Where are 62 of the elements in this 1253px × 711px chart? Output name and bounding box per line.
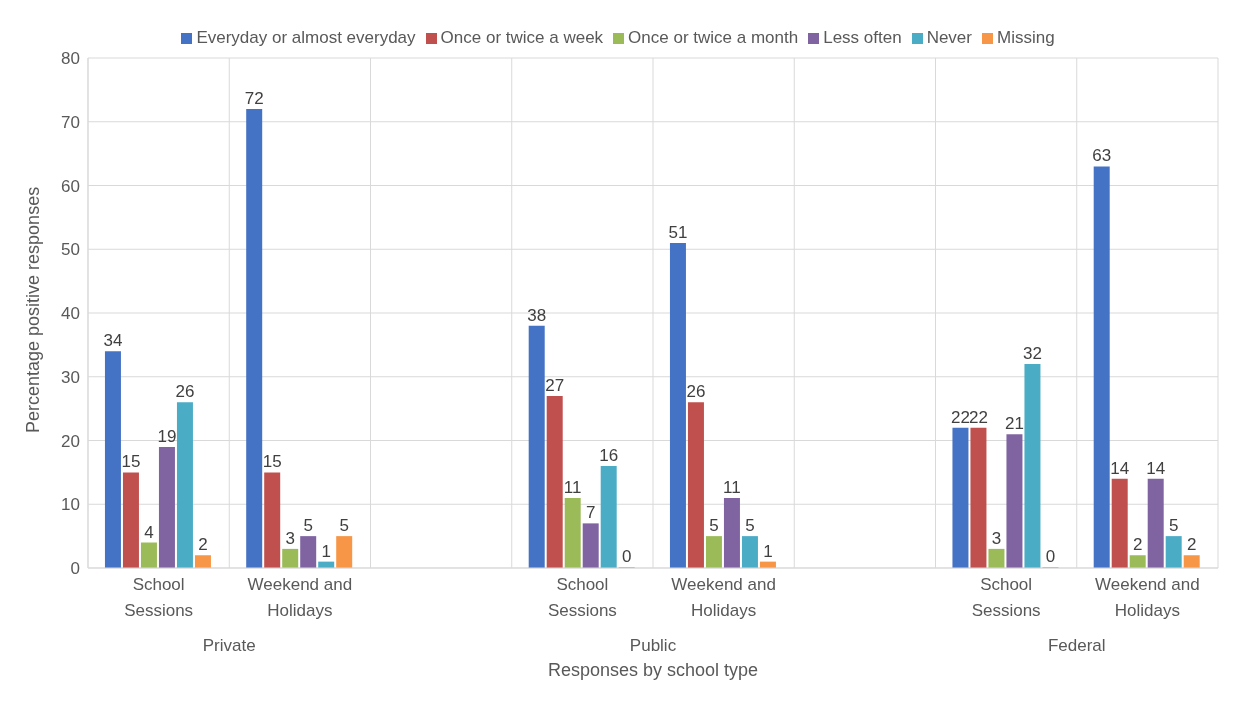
text: Private [201,636,257,656]
data-label: 1 [321,541,331,561]
x-tick-label: School Sessions [547,575,617,620]
y-tick-label: 20 [61,431,80,451]
y-tick-label: 40 [61,304,80,324]
data-label: 5 [303,516,313,536]
data-label: 2 [1132,535,1143,555]
data-label: 7 [585,503,596,523]
data-label: 2 [1186,535,1197,555]
data-label: 32 [1022,344,1042,363]
data-label: 11 [723,477,741,497]
legend-label: Missing [996,28,1055,47]
legend-label: Everyday or almost everyday [196,28,416,47]
data-label: 27 [545,375,565,395]
data-label: 5 [339,516,349,536]
data-label: 5 [1168,516,1179,536]
x-tick-label: School Sessions [124,575,194,620]
data-label: 5 [709,516,719,536]
y-tick-label: 80 [61,49,80,69]
y-tick-label: 10 [61,495,80,515]
text: Public [628,636,678,656]
y-tick-label: 50 [61,240,80,260]
data-label: 34 [103,331,123,351]
data-label: 22 [968,407,988,427]
data-label: 15 [121,452,141,472]
legend-label: Less often [823,28,902,47]
data-label: 16 [599,446,619,465]
data-label: 0 [621,547,632,566]
data-label: 51 [668,222,688,242]
y-tick-label: 70 [61,112,80,132]
data-label: 26 [686,382,706,402]
x-tick-label: School Sessions [971,575,1041,620]
y-tick-label: 30 [61,367,80,387]
y-tick-label: 60 [61,176,80,196]
data-label: 11 [563,477,582,497]
data-label: 63 [1092,146,1112,166]
legend-label: Once or twice a month [628,28,799,47]
y-axis-title: Percentage positive responses [23,186,44,433]
data-label: 14 [1110,458,1130,478]
data-label: 19 [157,426,177,446]
data-label: 3 [285,528,295,548]
x-axis-title: Responses by school type [546,660,760,681]
text: Federal [1046,636,1107,656]
data-label: 14 [1146,458,1166,478]
x-tick-label: Weekend and Holidays [1095,575,1200,620]
data-label: 26 [175,382,195,402]
data-label: 72 [244,89,264,108]
data-label: 5 [745,516,755,536]
data-label: 22 [950,407,970,427]
legend-label: Never [926,28,972,47]
data-label: 0 [1045,547,1056,566]
data-label: 1 [763,541,773,561]
y-tick-label: 0 [70,559,80,579]
data-label: 38 [527,305,547,325]
legend-label: Once or twice a week [440,28,604,47]
data-label: 2 [198,535,208,555]
x-tick-label: Weekend and Holidays [671,575,776,620]
x-tick-label: Weekend and Holidays [247,575,353,620]
data-label: 3 [991,528,1002,548]
data-label: 15 [262,452,282,472]
data-label: 21 [1004,414,1024,434]
data-label: 4 [144,522,154,542]
